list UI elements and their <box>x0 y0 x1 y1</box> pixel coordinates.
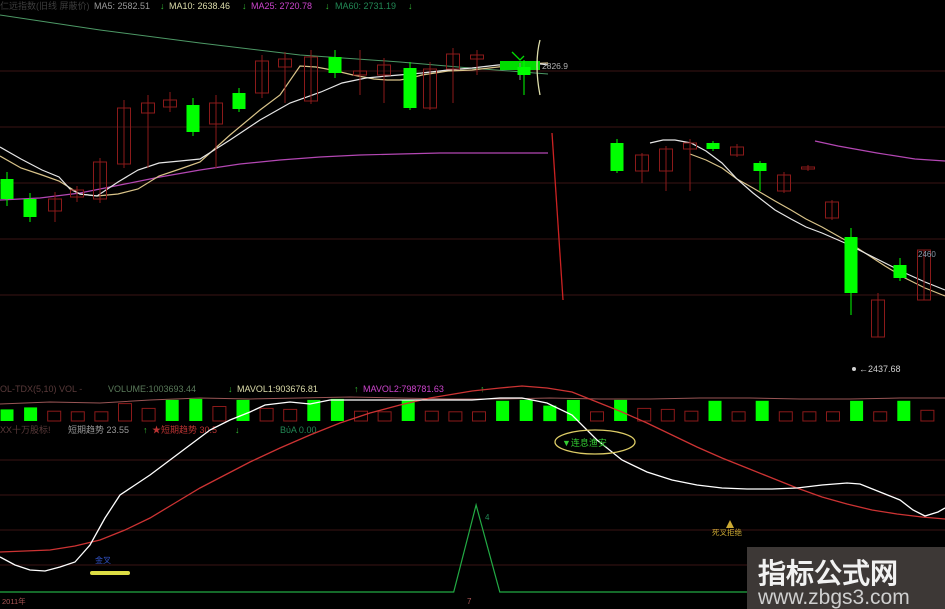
svg-text:BύA 0.00: BύA 0.00 <box>280 425 316 435</box>
svg-text:MAVOL2:798781.63: MAVOL2:798781.63 <box>363 384 444 394</box>
svg-text:↓: ↓ <box>408 1 413 11</box>
svg-text:▼连息渔安: ▼连息渔安 <box>562 437 607 448</box>
svg-text:OL-TDX(5,10) VOL -: OL-TDX(5,10) VOL - <box>0 384 82 394</box>
svg-text:↓: ↓ <box>235 425 240 435</box>
svg-text:MA5: 2582.51: MA5: 2582.51 <box>94 1 150 11</box>
svg-text:www.zbgs3.com: www.zbgs3.com <box>757 586 910 609</box>
svg-text:4: 4 <box>485 513 490 522</box>
svg-text:↑: ↑ <box>480 384 485 394</box>
svg-text:←2437.68: ←2437.68 <box>859 364 901 374</box>
svg-text:指标公式网: 指标公式网 <box>758 558 898 589</box>
svg-text:2826.9: 2826.9 <box>542 61 568 71</box>
svg-text:2460: 2460 <box>918 250 936 259</box>
svg-text:MAVOL1:903676.81: MAVOL1:903676.81 <box>237 384 318 394</box>
svg-text:7: 7 <box>467 597 472 606</box>
svg-text:短期趋势 23.55: 短期趋势 23.55 <box>68 424 129 435</box>
svg-text:MA25: 2720.78: MA25: 2720.78 <box>251 1 312 11</box>
svg-text:仁远指数(旧线 屏蔽价): 仁远指数(旧线 屏蔽价) <box>0 0 90 11</box>
svg-text:↓: ↓ <box>242 1 247 11</box>
svg-text:↓: ↓ <box>160 1 165 11</box>
svg-text:↓: ↓ <box>228 384 233 394</box>
svg-text:VOLUME:1003693.44: VOLUME:1003693.44 <box>108 384 196 394</box>
svg-text:XX十万股标!: XX十万股标! <box>0 424 51 435</box>
svg-text:↑: ↑ <box>354 384 359 394</box>
svg-text:MA10: 2638.46: MA10: 2638.46 <box>169 1 230 11</box>
svg-text:★短期趋势 30.5: ★短期趋势 30.5 <box>152 424 217 435</box>
svg-text:MA60: 2731.19: MA60: 2731.19 <box>335 1 396 11</box>
svg-text:↑: ↑ <box>143 425 148 435</box>
svg-text:2011年: 2011年 <box>2 596 26 606</box>
svg-text:金叉: 金叉 <box>95 555 111 565</box>
svg-text:↓: ↓ <box>325 1 330 11</box>
svg-text:死叉拒绝: 死叉拒绝 <box>712 527 742 537</box>
